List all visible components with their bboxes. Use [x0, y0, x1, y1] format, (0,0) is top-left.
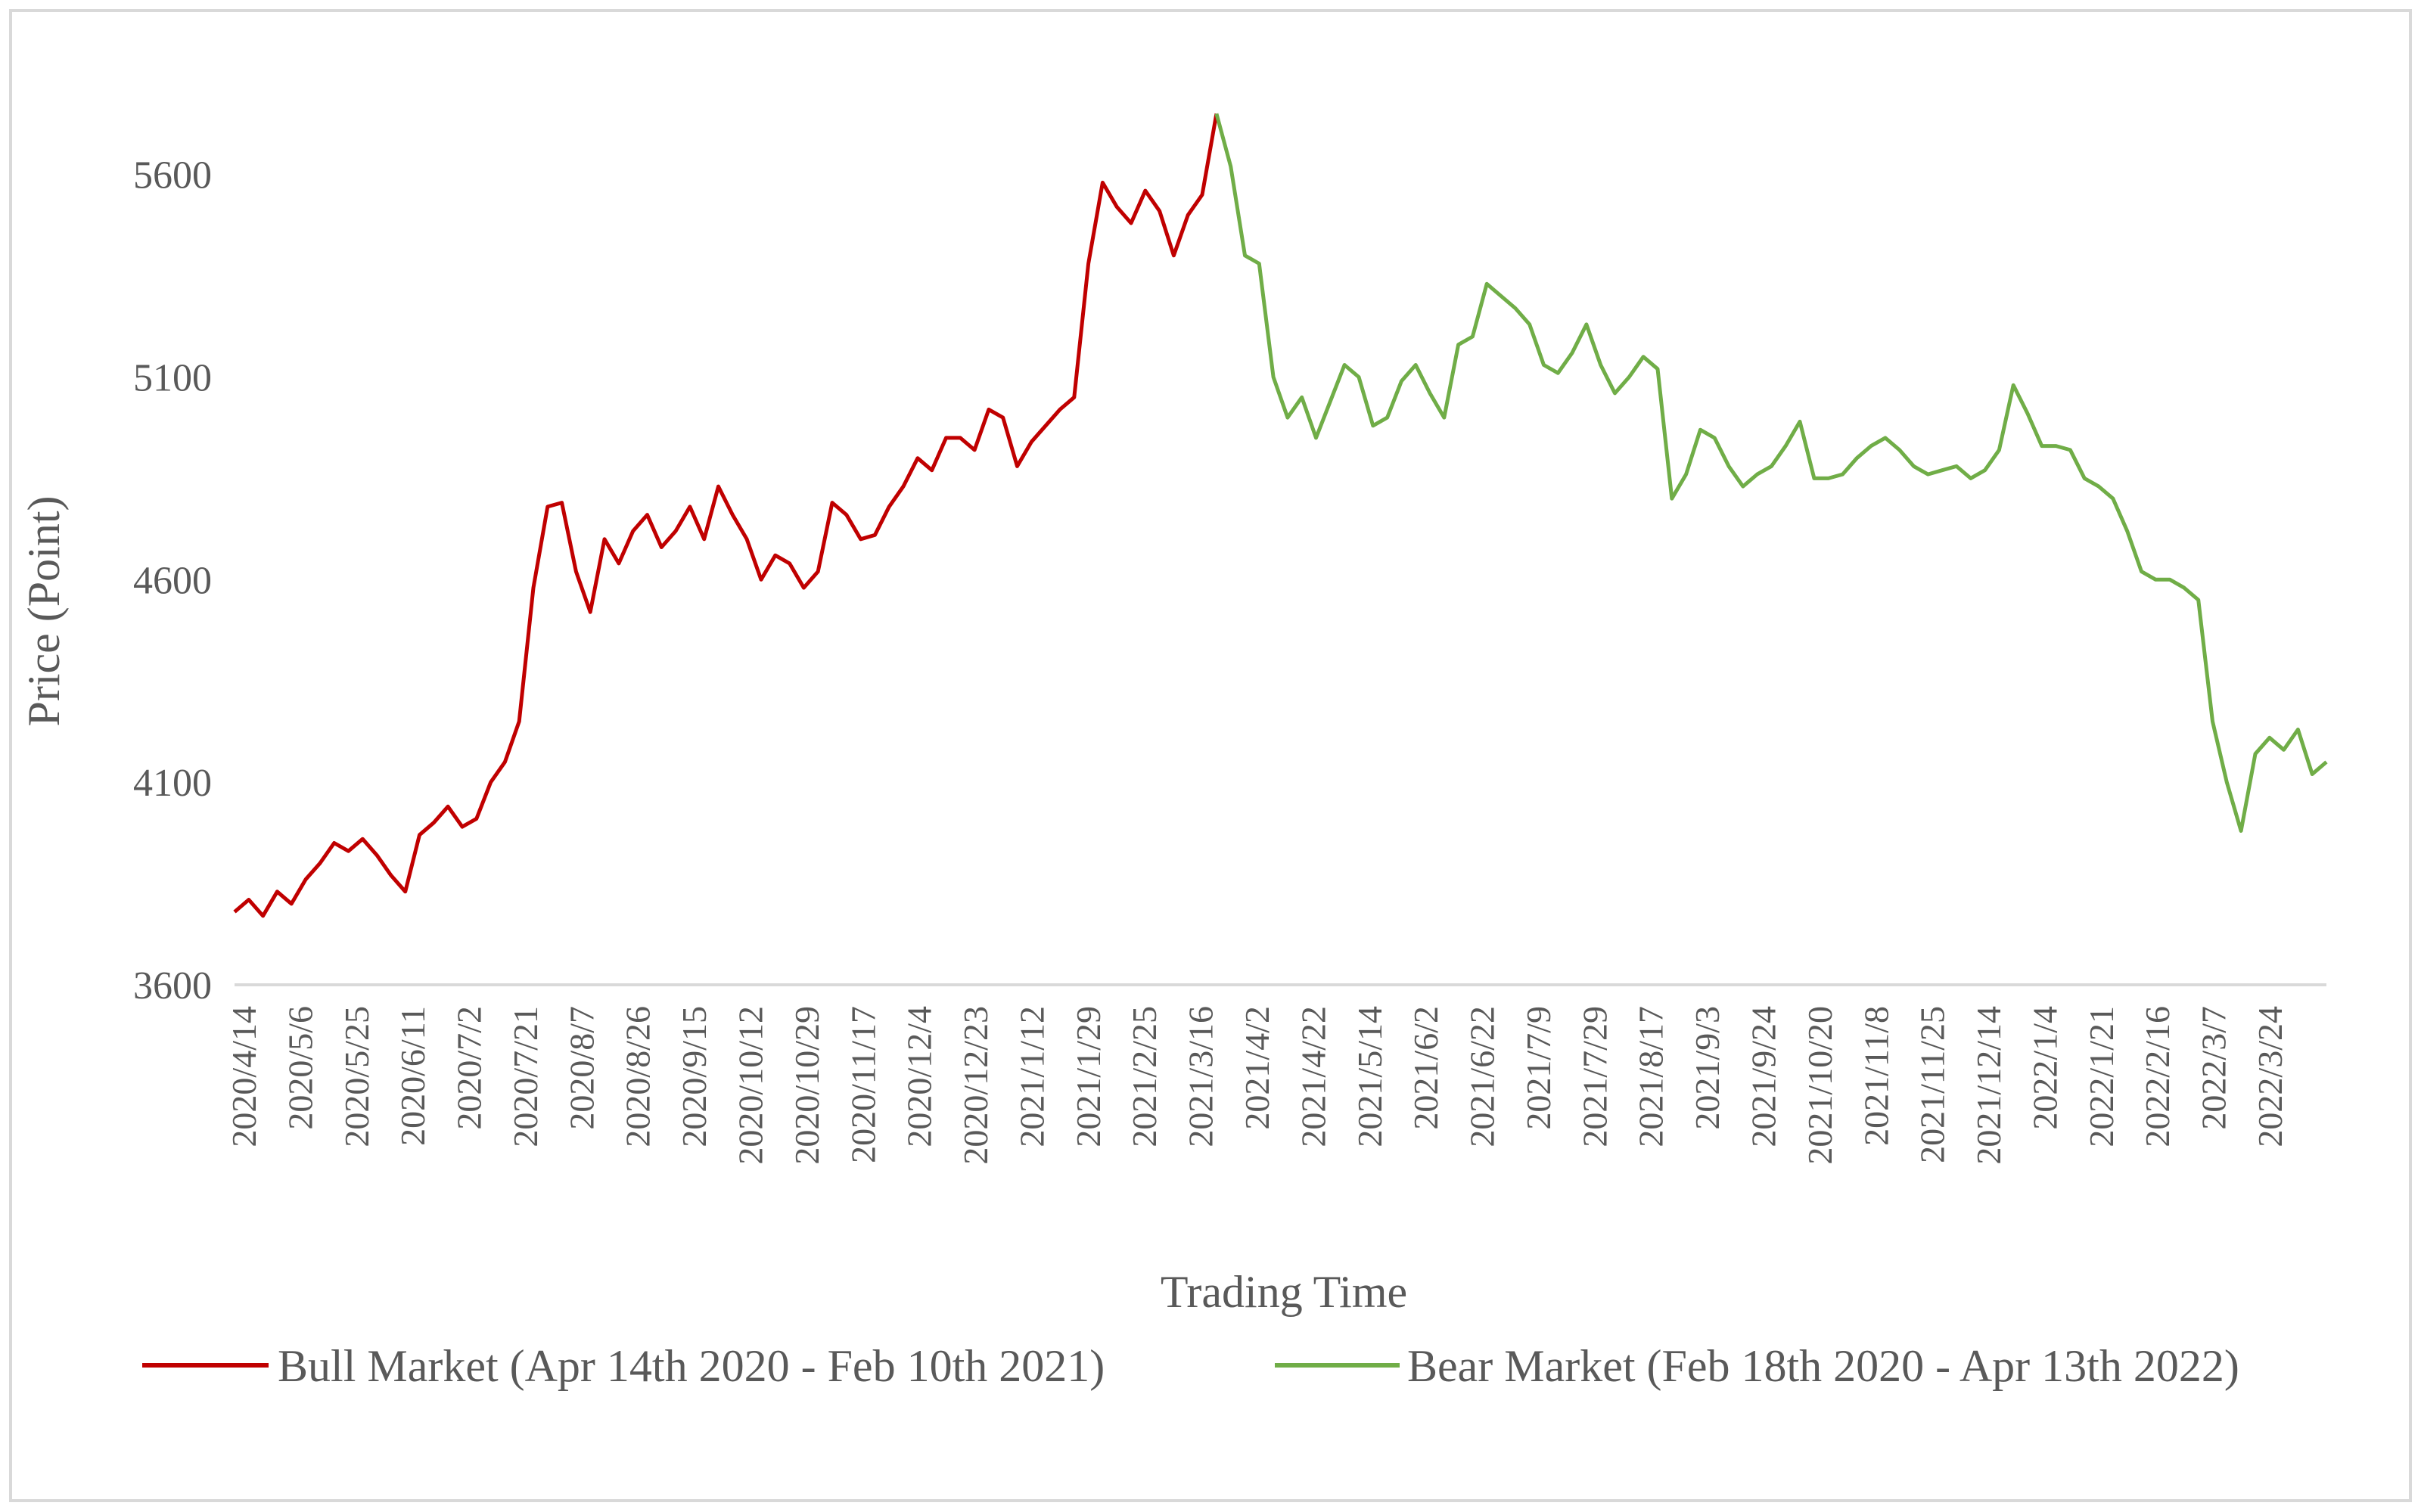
x-tick-label: 2020/6/11: [393, 1006, 432, 1146]
x-tick-label: 2021/9/24: [1745, 1006, 1783, 1147]
legend-bull-label: Bull Market (Apr 14th 2020 - Feb 10th 20…: [278, 1341, 1105, 1391]
x-tick-label: 2021/11/25: [1913, 1006, 1952, 1163]
x-tick-label: 2020/7/21: [506, 1006, 545, 1147]
x-tick-label: 2022/3/7: [2195, 1006, 2233, 1130]
x-tick-label: 2021/10/20: [1801, 1006, 1839, 1165]
x-tick-label: 2020/5/25: [337, 1006, 376, 1147]
x-tick-label: 2021/5/14: [1350, 1006, 1389, 1147]
y-axis-title: Price (Point): [19, 496, 69, 727]
x-tick-label: 2022/1/21: [2082, 1006, 2121, 1147]
legend-bear-label: Bear Market (Feb 18th 2020 - Apr 13th 20…: [1407, 1341, 2239, 1391]
x-tick-label: 2021/1/12: [1012, 1006, 1051, 1147]
x-tick-label: 2021/4/2: [1238, 1006, 1276, 1130]
x-tick-label: 2021/8/17: [1632, 1006, 1670, 1147]
y-tick-label: 5100: [133, 357, 212, 400]
x-tick-label: 2022/2/16: [2138, 1006, 2177, 1147]
x-tick-label: 2021/1/29: [1069, 1006, 1108, 1147]
x-tick-label: 2022/3/24: [2251, 1006, 2289, 1147]
x-tick-label: 2020/10/29: [788, 1006, 826, 1165]
x-tick-label: 2020/7/2: [450, 1006, 489, 1130]
y-tick-label: 3600: [133, 964, 212, 1007]
y-tick-label: 5600: [133, 154, 212, 197]
x-tick-label: 2021/2/25: [1125, 1006, 1164, 1147]
x-axis-ticks: 2020/4/14 2020/5/6 2020/5/25 2020/6/11 2020/…: [225, 1006, 2289, 1165]
bear-market-line: [1214, 113, 2328, 833]
x-tick-label: 2021/6/22: [1463, 1006, 1502, 1147]
x-tick-label: 2020/12/4: [900, 1006, 939, 1147]
x-tick-label: 2021/3/16: [1182, 1006, 1220, 1147]
x-tick-label: 2020/5/6: [281, 1006, 319, 1130]
y-tick-label: 4100: [133, 762, 212, 805]
series-layer: [233, 113, 2328, 918]
x-tick-label: 2020/4/14: [225, 1006, 263, 1147]
y-axis-ticks: 3600 4100 4600 5100 5600: [133, 154, 212, 1007]
x-tick-label: 2021/9/3: [1688, 1006, 1726, 1130]
bull-market-line: [233, 113, 1219, 918]
x-tick-label: 2020/10/12: [732, 1006, 770, 1165]
y-tick-label: 4600: [133, 559, 212, 602]
x-tick-label: 2021/12/14: [1969, 1006, 2008, 1165]
x-tick-label: 2020/8/26: [619, 1006, 657, 1147]
x-tick-label: 2020/8/7: [562, 1006, 601, 1130]
x-tick-label: 2020/11/17: [844, 1006, 882, 1163]
chart-border: [9, 9, 2412, 1502]
x-tick-label: 2022/1/4: [2025, 1006, 2064, 1130]
x-tick-label: 2021/6/2: [1406, 1006, 1445, 1130]
x-tick-label: 2020/9/15: [675, 1006, 713, 1147]
x-axis-title: Trading Time: [1161, 1267, 1407, 1317]
x-tick-label: 2021/7/9: [1519, 1006, 1558, 1130]
x-tick-label: 2021/4/22: [1294, 1006, 1332, 1147]
x-tick-label: 2020/12/23: [956, 1006, 995, 1165]
x-tick-label: 2021/11/8: [1857, 1006, 1895, 1146]
legend: Bull Market (Apr 14th 2020 - Feb 10th 20…: [142, 1341, 2239, 1391]
x-tick-label: 2021/7/29: [1575, 1006, 1614, 1147]
